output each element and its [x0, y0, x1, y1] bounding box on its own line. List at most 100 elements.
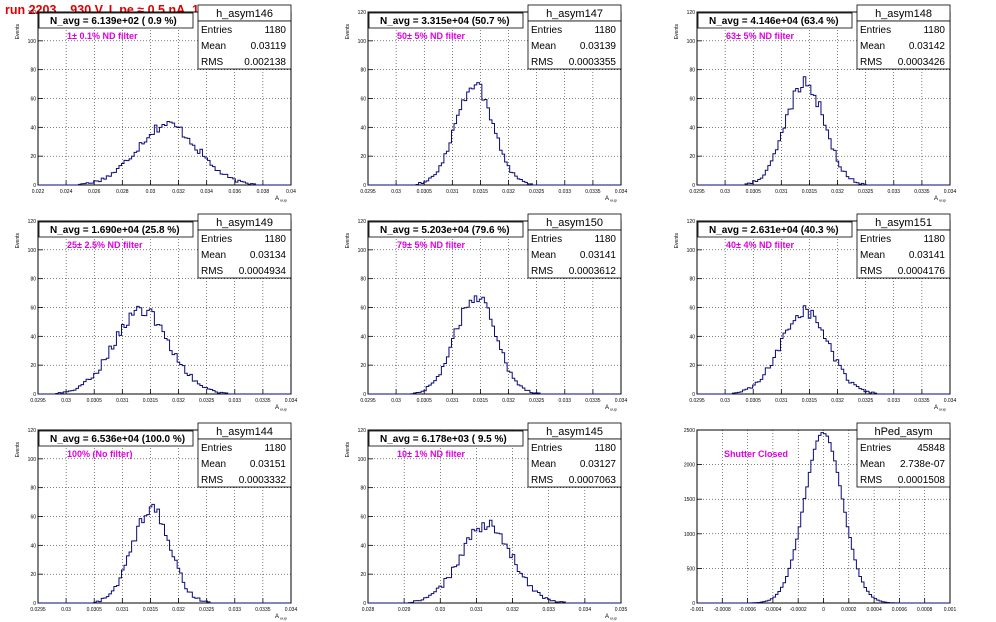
- x-tick-label: 0.032: [502, 398, 515, 404]
- stats-label: RMS: [201, 266, 224, 277]
- x-tick-label: 0.0315: [802, 398, 818, 404]
- x-tick-label: 0.031: [116, 607, 129, 613]
- x-axis-title: A uup: [605, 614, 618, 621]
- stats-box: [856, 229, 951, 279]
- x-tick-label: 0.0325: [199, 398, 215, 404]
- y-axis-title: Events: [15, 442, 21, 458]
- stats-value: 1180: [594, 25, 616, 36]
- stats-value: 2.738e-07: [900, 459, 945, 470]
- x-tick-label: -0.0002: [790, 607, 807, 613]
- y-tick-label: 0: [33, 392, 36, 398]
- x-axis-title: A uup: [275, 196, 288, 203]
- histogram-line-h_asym144: [38, 503, 291, 604]
- stats-value: 1180: [594, 443, 616, 454]
- stats-box: [527, 20, 622, 70]
- filter-annotation: 10± 1% ND filter: [397, 449, 465, 459]
- x-axis-title: A uup: [605, 196, 618, 203]
- x-tick-label: 0.031: [470, 607, 483, 613]
- y-tick-label: 500: [687, 566, 696, 572]
- x-tick-label: 0.0295: [360, 189, 376, 195]
- histogram-panel-h_asym150: 0 20 40 60 80 100 120 0.0295 0.03 0.0305 0.031 0.03…: [345, 213, 627, 412]
- x-tick-label: 0.03: [391, 398, 401, 404]
- x-tick-label: 0.028: [362, 607, 375, 613]
- stats-box: [197, 229, 292, 279]
- histogram-name: hPed_asym: [874, 426, 932, 438]
- navg-label: N_avg = 2.631e+04 (40.3 %): [709, 225, 839, 236]
- x-tick-label: 0.0295: [30, 398, 46, 404]
- stats-value: 0.0004176: [898, 266, 946, 277]
- histogram-name: h_asym145: [546, 426, 603, 438]
- y-tick-label: 60: [360, 515, 366, 521]
- navg-label: N_avg = 5.203e+04 (79.6 %): [380, 225, 510, 236]
- x-tick-label: 0.034: [615, 189, 628, 195]
- x-tick-label: 0.0335: [914, 189, 930, 195]
- y-tick-label: 20: [30, 572, 36, 578]
- stats-label: RMS: [201, 57, 224, 68]
- x-tick-label: 0.036: [229, 189, 242, 195]
- navg-box: [38, 430, 194, 447]
- histogram-line-h_asym146: [38, 120, 291, 186]
- stats-value: 0.03141: [580, 250, 617, 261]
- navg-box: [368, 430, 524, 447]
- filter-annotation: 25± 2.5% ND filter: [67, 240, 143, 250]
- stats-label: Mean: [201, 250, 226, 261]
- x-tick-label: 0.0315: [473, 398, 489, 404]
- y-tick-label: 0: [692, 183, 695, 189]
- x-tick-label: 0.0335: [585, 398, 601, 404]
- x-tick-label: 0.033: [559, 398, 572, 404]
- y-tick-label: 20: [360, 572, 366, 578]
- histogram-line-h_asym148: [697, 76, 950, 186]
- y-tick-label: 40: [689, 125, 695, 131]
- histogram-panel-h_asym151: 0 20 40 60 80 100 120 0.0295 0.03 0.0305 0.031 0.03…: [674, 213, 956, 412]
- y-tick-label: 60: [30, 306, 36, 312]
- histogram-panel-h_asym147: 0 20 40 60 80 100 120 0.0295 0.03 0.0305 0.031 0.03…: [345, 4, 628, 203]
- x-tick-label: 0.0295: [360, 398, 376, 404]
- y-axis-title: Events: [345, 233, 351, 249]
- x-tick-label: 0.031: [446, 398, 459, 404]
- x-tick-label: 0.0335: [914, 398, 930, 404]
- x-tick-label: 0.038: [257, 189, 270, 195]
- stats-label: Entries: [201, 234, 232, 245]
- x-tick-label: 0.033: [888, 189, 901, 195]
- stats-label: Mean: [860, 250, 885, 261]
- stats-label: RMS: [531, 266, 554, 277]
- x-tick-label: 0.0335: [585, 189, 601, 195]
- y-tick-label: 0: [363, 392, 366, 398]
- histogram-name: h_asym148: [875, 8, 932, 20]
- filter-annotation: 40± 4% ND filter: [726, 240, 794, 250]
- x-tick-label: 0.03: [61, 607, 71, 613]
- x-tick-label: 0.0315: [143, 607, 159, 613]
- x-tick-label: 0.034: [285, 398, 298, 404]
- y-tick-label: 120: [687, 219, 696, 225]
- x-tick-label: 0.034: [579, 607, 592, 613]
- x-tick-label: 0.028: [116, 189, 129, 195]
- x-tick-label: 0.033: [542, 607, 555, 613]
- stats-value: 0.03151: [250, 459, 287, 470]
- stats-label: Mean: [860, 41, 885, 52]
- stats-label: Entries: [860, 443, 891, 454]
- y-tick-label: 100: [28, 457, 37, 463]
- stats-label: RMS: [860, 475, 883, 486]
- x-axis-title: A uup: [275, 405, 288, 412]
- x-tick-label: 0.0305: [417, 398, 433, 404]
- x-tick-label: 0.0008: [917, 607, 933, 613]
- y-axis-title: Events: [674, 24, 680, 40]
- x-tick-label: 0.034: [944, 189, 957, 195]
- y-tick-label: 0: [363, 601, 366, 607]
- x-tick-label: 0.0004: [866, 607, 882, 613]
- y-tick-label: 0: [33, 183, 36, 189]
- y-tick-label: 100: [358, 457, 367, 463]
- x-tick-label: 0.034: [285, 607, 298, 613]
- filter-annotation: Shutter Closed: [724, 449, 788, 459]
- filter-annotation: 50± 5% ND filter: [397, 31, 465, 41]
- y-tick-label: 60: [689, 97, 695, 103]
- stats-label: Entries: [201, 443, 232, 454]
- stats-label: Mean: [201, 459, 226, 470]
- y-tick-label: 120: [28, 428, 37, 434]
- x-tick-label: 0.03: [391, 189, 401, 195]
- x-tick-label: 0.0295: [689, 189, 705, 195]
- x-tick-label: 0.0305: [87, 398, 103, 404]
- stats-value: 0.0004934: [239, 266, 287, 277]
- x-tick-label: 0.032: [506, 607, 519, 613]
